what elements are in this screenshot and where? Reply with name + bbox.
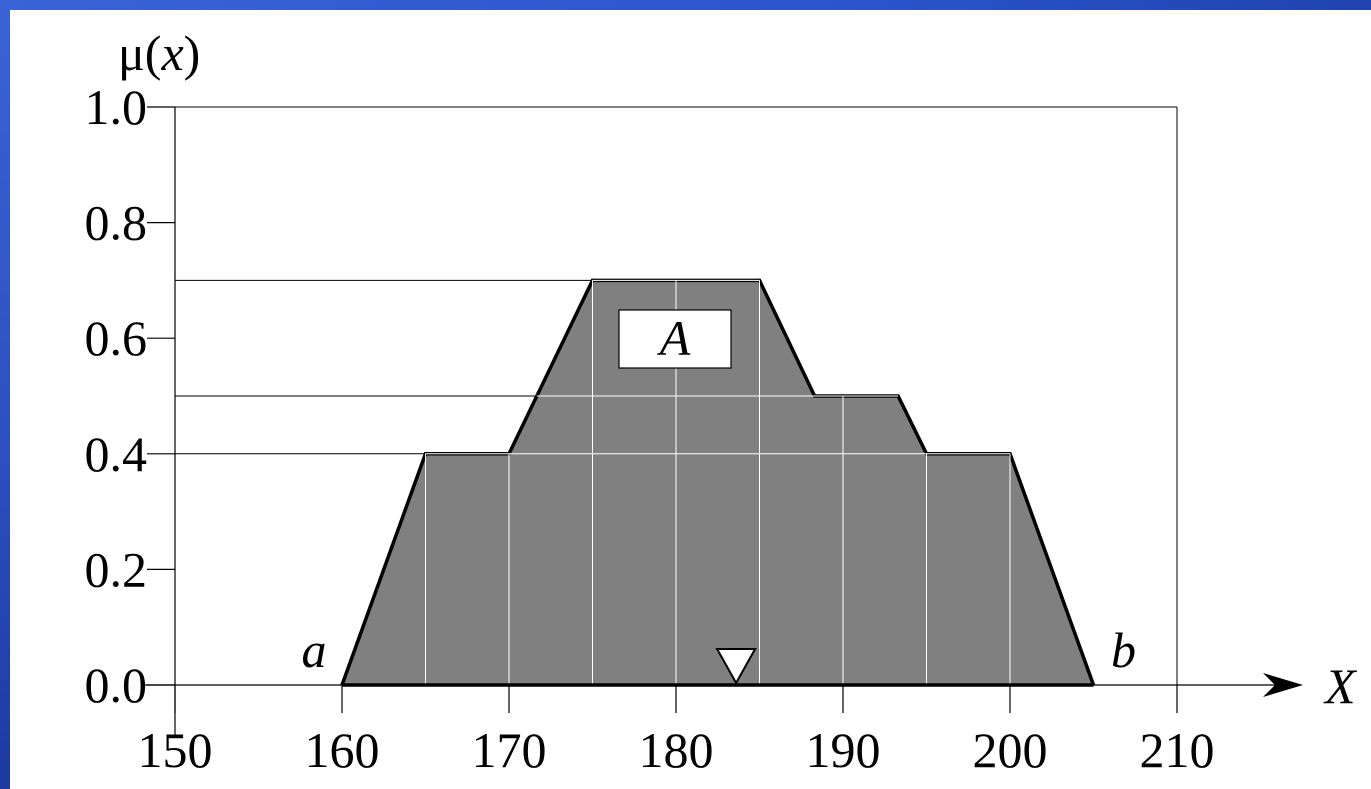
- x-tick-label: 180: [639, 722, 714, 778]
- slide-frame-left: [0, 0, 10, 789]
- x-tick-label: 190: [806, 722, 881, 778]
- y-tick-label: 0.2: [85, 541, 148, 597]
- x-axis-arrow: [1263, 673, 1303, 697]
- membership-area-A: [342, 280, 1094, 685]
- x-axis-label: X: [1323, 658, 1358, 714]
- set-label: A: [657, 310, 691, 366]
- x-tick-label: 150: [138, 722, 213, 778]
- chart-canvas: 0.0 0.2 0.4 0.6 0.8 1.0 150 160 170 180 190 200 210 μ…: [10, 10, 1371, 789]
- y-tick-label: 1.0: [85, 79, 148, 135]
- x-tick-label: 160: [305, 722, 380, 778]
- y-tick-label: 0.4: [85, 426, 148, 482]
- y-tick-label: 0.0: [85, 657, 148, 713]
- annotation-b: b: [1111, 622, 1136, 678]
- x-tick-label: 170: [472, 722, 547, 778]
- membership-chart: 0.0 0.2 0.4 0.6 0.8 1.0 150 160 170 180 190 200 210 μ…: [85, 25, 1359, 778]
- reference-lines: [175, 279, 593, 455]
- slide-frame-top: [0, 0, 1371, 10]
- inner-grid: [425, 279, 1011, 685]
- tick-labels: 0.0 0.2 0.4 0.6 0.8 1.0 150 160 170 180 190 200 210 μ…: [85, 25, 1359, 778]
- x-tick-label: 210: [1140, 722, 1215, 778]
- axes: [145, 107, 1303, 735]
- y-axis-label: μ(x): [118, 25, 200, 81]
- x-tick-label: 200: [973, 722, 1048, 778]
- centroid-marker-icon: [715, 648, 757, 686]
- y-tick-label: 0.6: [85, 310, 148, 366]
- plot-frame: [175, 106, 1178, 685]
- annotation-a: a: [302, 622, 327, 678]
- ticks: [147, 106, 1178, 713]
- annotations: a b A: [302, 309, 1136, 686]
- y-tick-label: 0.8: [85, 195, 148, 251]
- set-label-box: [618, 309, 732, 369]
